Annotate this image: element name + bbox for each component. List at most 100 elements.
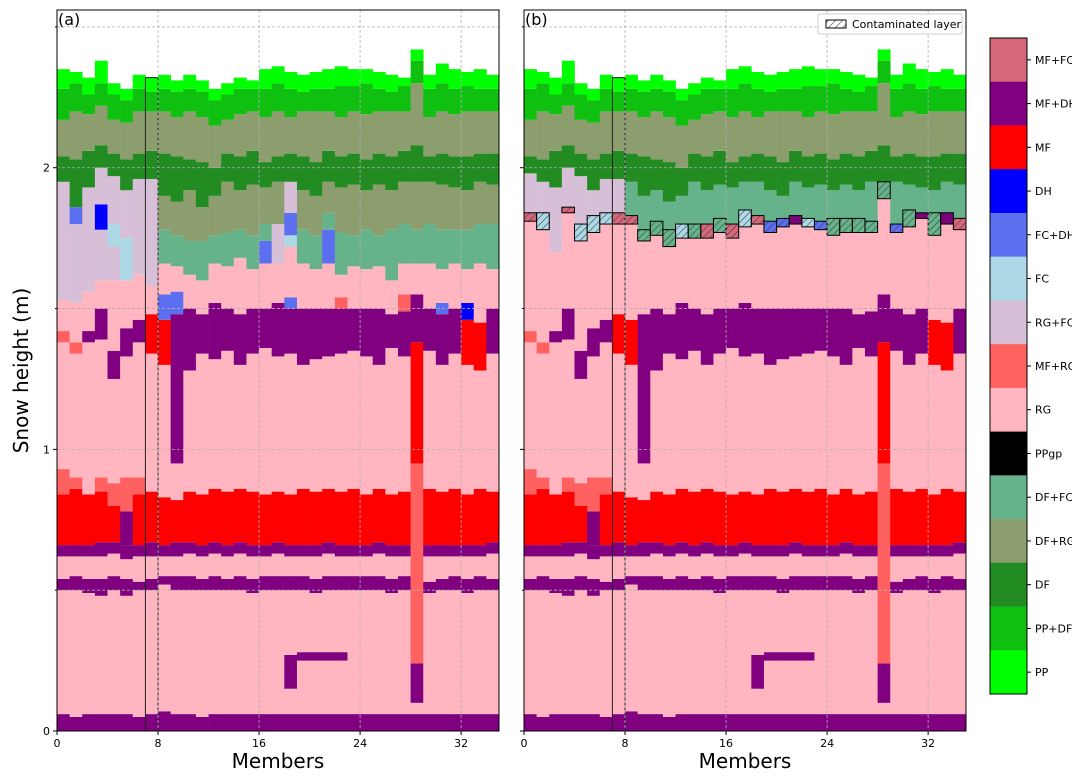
- layer: [347, 350, 361, 489]
- layer: [662, 494, 676, 546]
- layer: [107, 553, 121, 577]
- layer: [662, 545, 676, 557]
- layer: [763, 488, 777, 546]
- layer: [423, 592, 437, 715]
- layer: [814, 86, 828, 112]
- axes-frame: [523, 9, 967, 732]
- layer: [423, 117, 437, 157]
- layer: [763, 74, 777, 92]
- layer: [271, 576, 285, 591]
- layer: [827, 235, 841, 309]
- layer: [852, 232, 866, 315]
- layer: [625, 364, 638, 498]
- layer: [574, 542, 588, 554]
- layer: [435, 314, 449, 365]
- layer: [574, 94, 588, 120]
- layer: [801, 187, 815, 219]
- layer: [69, 111, 83, 160]
- layer: [296, 263, 310, 309]
- layer: [549, 342, 563, 495]
- layer: [574, 590, 588, 715]
- layer: [524, 714, 537, 731]
- x-tick-label: 8: [155, 737, 162, 750]
- layer: [864, 356, 878, 492]
- layer: [940, 576, 954, 591]
- layer: [852, 714, 866, 731]
- contaminated-layer: [940, 212, 954, 225]
- layer: [650, 111, 664, 160]
- layer: [713, 491, 727, 546]
- layer: [284, 556, 298, 577]
- layer: [322, 69, 336, 89]
- layer: [587, 328, 601, 357]
- layer: [700, 364, 714, 489]
- layer: [107, 176, 121, 225]
- plot-area: [57, 49, 500, 732]
- layer: [801, 576, 815, 591]
- layer: [435, 153, 449, 185]
- layer: [284, 153, 298, 182]
- layer: [814, 69, 828, 87]
- layer: [183, 159, 197, 191]
- layer: [675, 576, 689, 591]
- layer: [801, 86, 815, 118]
- layer: [612, 578, 626, 591]
- layer: [902, 590, 916, 715]
- layer: [448, 488, 462, 546]
- layer: [82, 187, 96, 292]
- layer: [650, 714, 664, 731]
- layer: [587, 88, 601, 101]
- layer: [738, 83, 752, 112]
- layer: [208, 576, 222, 591]
- layer: [713, 578, 727, 593]
- layer: [423, 156, 437, 182]
- layer: [612, 224, 626, 315]
- layer: [271, 83, 285, 112]
- layer: [410, 145, 424, 182]
- layer: [170, 201, 184, 236]
- layer: [271, 714, 285, 731]
- layer: [107, 378, 121, 484]
- layer: [650, 308, 664, 371]
- layer: [574, 714, 588, 731]
- layer: [928, 235, 942, 320]
- layer: [561, 595, 575, 715]
- layer: [259, 69, 272, 89]
- contaminated-layer: [561, 206, 576, 214]
- layer: [473, 322, 487, 371]
- layer: [625, 224, 638, 320]
- colorbar-swatch: [990, 125, 1027, 170]
- colorbar-label: PP: [1035, 666, 1049, 679]
- layer: [789, 111, 803, 151]
- contaminated-layer: [523, 212, 538, 222]
- layer: [448, 229, 462, 264]
- layer: [322, 590, 336, 653]
- layer: [233, 229, 247, 258]
- layer: [738, 181, 752, 210]
- layer: [183, 240, 197, 275]
- layer: [789, 356, 803, 489]
- layer: [877, 83, 891, 146]
- layer: [296, 74, 310, 92]
- layer: [423, 581, 437, 593]
- y-axis-label: Snow height (m): [9, 288, 33, 454]
- layer: [789, 660, 803, 715]
- layer: [385, 111, 399, 157]
- layer: [233, 576, 247, 591]
- layer: [94, 83, 108, 106]
- layer: [385, 714, 399, 731]
- layer: [385, 347, 399, 495]
- layer: [221, 350, 235, 492]
- layer: [120, 159, 134, 191]
- layer: [599, 556, 613, 582]
- layer: [776, 359, 790, 492]
- layer: [57, 181, 70, 301]
- colorbar-swatch: [990, 387, 1027, 432]
- layer: [700, 590, 714, 715]
- layer: [801, 353, 815, 492]
- layer: [170, 576, 184, 591]
- layer: [322, 660, 336, 715]
- layer: [536, 590, 550, 717]
- layer: [763, 364, 777, 489]
- layer: [322, 229, 336, 264]
